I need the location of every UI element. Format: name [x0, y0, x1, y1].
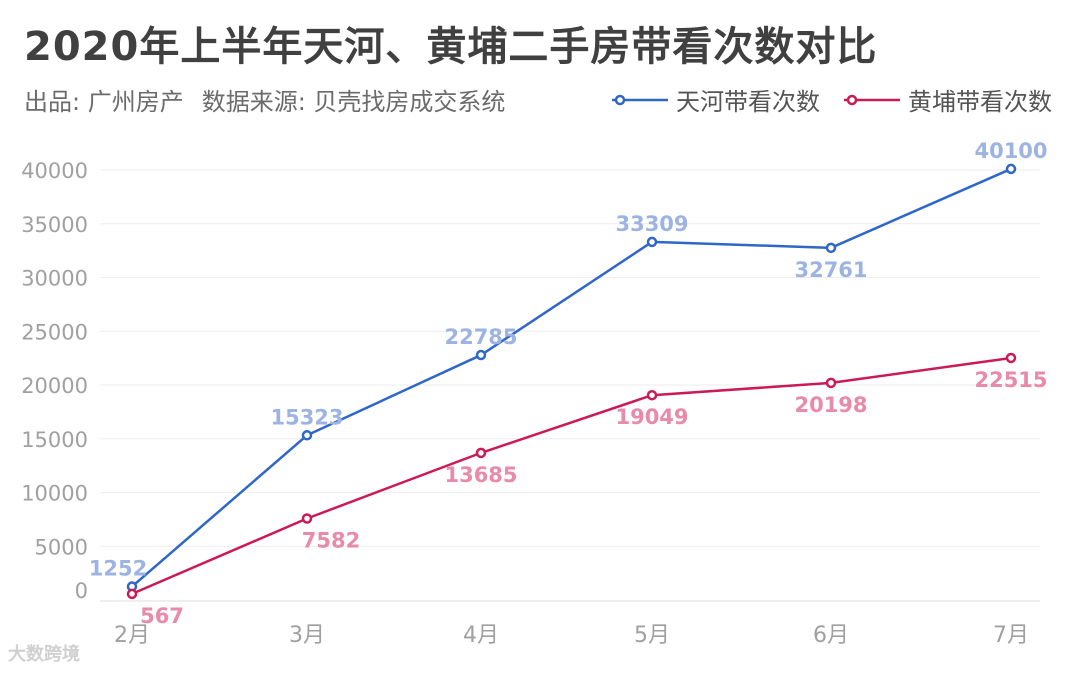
data-point-tianhe [825, 242, 837, 254]
data-label-tianhe: 33309 [615, 212, 688, 236]
y-tick-label: 20000 [21, 374, 88, 398]
legend-item-huangpu: 黄埔带看次数 [844, 82, 1052, 117]
watermark-logo: 大数跨境 [8, 644, 80, 665]
data-label-huangpu: 19049 [615, 405, 688, 429]
data-point-huangpu [475, 447, 487, 459]
legend-label-tianhe: 天河带看次数 [676, 88, 820, 116]
producer-text: 出品: 广州房产 [24, 88, 184, 116]
y-tick-label: 0 [75, 579, 88, 603]
legend-label-huangpu: 黄埔带看次数 [908, 88, 1052, 116]
data-point-tianhe [475, 349, 487, 361]
x-tick-label: 4月 [463, 623, 499, 648]
data-label-huangpu: 7582 [302, 528, 360, 552]
y-tick-label: 15000 [21, 428, 88, 452]
data-point-huangpu [646, 389, 658, 401]
chart-subtitle: 出品: 广州房产 数据来源: 贝壳找房成交系统 [24, 82, 505, 117]
chart-title: 2020年上半年天河、黄埔二手房带看次数对比 [24, 24, 878, 70]
data-point-huangpu [126, 588, 138, 600]
x-tick-label: 7月 [993, 623, 1029, 648]
data-point-tianhe [301, 430, 313, 441]
x-tick-label: 2月 [114, 623, 150, 648]
x-tick-label: 6月 [813, 623, 849, 648]
y-tick-label: 5000 [35, 535, 88, 559]
data-label-tianhe: 40100 [974, 139, 1047, 163]
x-tick-label: 3月 [289, 623, 325, 648]
data-label-huangpu: 20198 [794, 393, 867, 417]
x-tick-label: 5月 [634, 623, 670, 648]
series-line-huangpu [131, 356, 1012, 596]
data-point-tianhe [646, 236, 658, 248]
data-label-tianhe: 22785 [444, 325, 517, 349]
y-tick-label: 40000 [21, 159, 88, 183]
legend-swatch-tianhe [612, 92, 668, 108]
legend-swatch-huangpu [844, 92, 900, 108]
y-tick-label: 25000 [21, 320, 88, 344]
series-line-tianhe [131, 167, 1012, 588]
data-point-tianhe [1005, 163, 1017, 175]
chart-legend: 天河带看次数 黄埔带看次数 [612, 82, 1052, 117]
y-tick-label: 35000 [21, 213, 88, 237]
y-tick-label: 30000 [21, 267, 88, 291]
data-label-huangpu: 567 [140, 604, 184, 628]
legend-item-tianhe: 天河带看次数 [612, 82, 820, 117]
data-label-tianhe: 32761 [794, 258, 867, 282]
data-point-huangpu [301, 513, 313, 524]
source-text: 数据来源: 贝壳找房成交系统 [201, 88, 506, 116]
data-point-huangpu [1005, 352, 1017, 364]
data-point-huangpu [825, 377, 837, 389]
data-label-huangpu: 13685 [444, 463, 517, 487]
y-tick-label: 10000 [21, 482, 88, 506]
data-label-tianhe: 1252 [89, 557, 147, 581]
data-label-huangpu: 22515 [974, 368, 1047, 392]
data-label-tianhe: 15323 [270, 405, 343, 429]
